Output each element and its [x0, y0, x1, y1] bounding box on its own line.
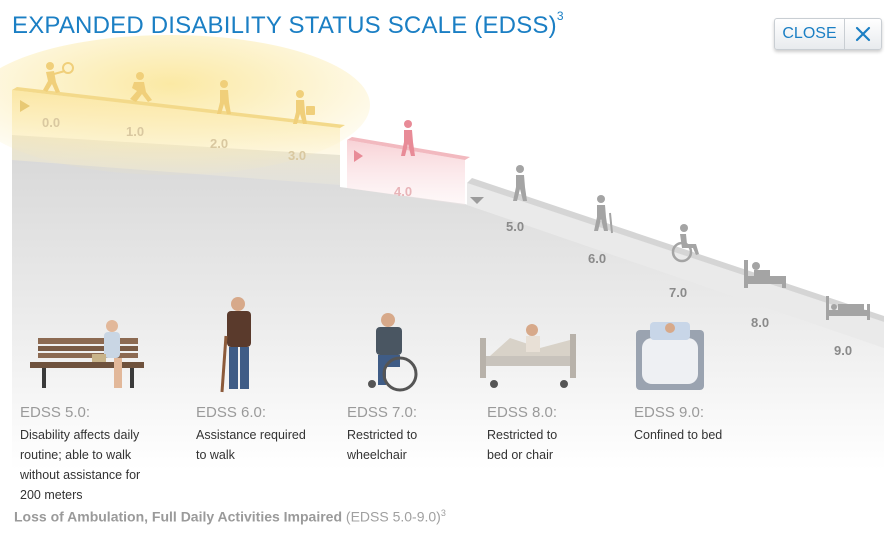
walker-icon-pink	[401, 120, 415, 156]
edss-step-label: 3.0	[288, 148, 307, 163]
caption-edss-8: EDSS 8.0: Restricted to bed or chair	[487, 404, 637, 465]
edss-step-label: 9.0	[834, 343, 853, 358]
caption-text: Disability affects daily routine; able t…	[20, 428, 141, 502]
edss-step-label: 5.0	[506, 219, 525, 234]
caption-heading: EDSS 6.0:	[196, 404, 267, 421]
edss-step-label: 4.0	[394, 184, 413, 199]
man-in-wheelchair-photo	[368, 313, 418, 392]
runner-icon	[130, 72, 152, 102]
pink-step-band	[347, 140, 465, 205]
bed-icon	[826, 296, 870, 320]
person-in-bed-sitting-icon	[744, 260, 786, 288]
man-with-cane-photo	[220, 297, 251, 393]
edss-step-label: 7.0	[669, 285, 688, 300]
page-title: EXPANDED DISABILITY STATUS SCALE (EDSS)3	[12, 9, 564, 39]
walker-with-cane-icon	[594, 195, 613, 234]
caption-edss-6: EDSS 6.0: Assistance required to walk	[196, 404, 346, 465]
patient-in-bed-photo	[636, 322, 704, 390]
caption-text: Confined to bed	[634, 428, 723, 442]
tennis-player-icon	[43, 62, 74, 93]
gray-step-band	[467, 183, 884, 348]
caption-heading: EDSS 8.0:	[487, 404, 558, 421]
edss-step-label: 2.0	[210, 136, 229, 151]
wheelchair-icon	[671, 224, 699, 263]
close-button[interactable]: CLOSE	[774, 18, 882, 50]
slow-walker-icon	[513, 165, 527, 201]
caption-heading: EDSS 5.0:	[20, 404, 91, 421]
yellow-marker-icon	[20, 100, 30, 112]
footer-note: Loss of Ambulation, Full Daily Activitie…	[14, 508, 446, 525]
caption-text: Restricted to wheelchair	[347, 428, 418, 462]
pink-marker-icon	[354, 150, 363, 162]
woman-on-bench-photo	[30, 320, 144, 388]
edss-step-label: 6.0	[588, 251, 607, 266]
caption-edss-7: EDSS 7.0: Restricted to wheelchair	[347, 404, 497, 465]
edss-step-label: 0.0	[42, 115, 61, 130]
caption-text: Restricted to bed or chair	[487, 428, 558, 462]
woman-in-hospital-bed-photo	[480, 324, 576, 388]
edss-step-label: 8.0	[751, 315, 770, 330]
close-button-label: CLOSE	[782, 25, 837, 42]
caption-heading: EDSS 9.0:	[634, 404, 705, 421]
walker-with-bag-icon	[293, 90, 315, 124]
caption-heading: EDSS 7.0:	[347, 404, 418, 421]
caption-edss-5: EDSS 5.0: Disability affects daily routi…	[20, 404, 170, 505]
gray-marker-icon	[470, 197, 484, 204]
close-icon	[845, 19, 881, 49]
caption-edss-9: EDSS 9.0: Confined to bed	[634, 404, 784, 445]
edss-step-label: 1.0	[126, 124, 145, 139]
caption-text: Assistance required to walk	[196, 428, 306, 462]
yellow-step-band	[12, 90, 340, 185]
walker-icon	[217, 80, 231, 114]
